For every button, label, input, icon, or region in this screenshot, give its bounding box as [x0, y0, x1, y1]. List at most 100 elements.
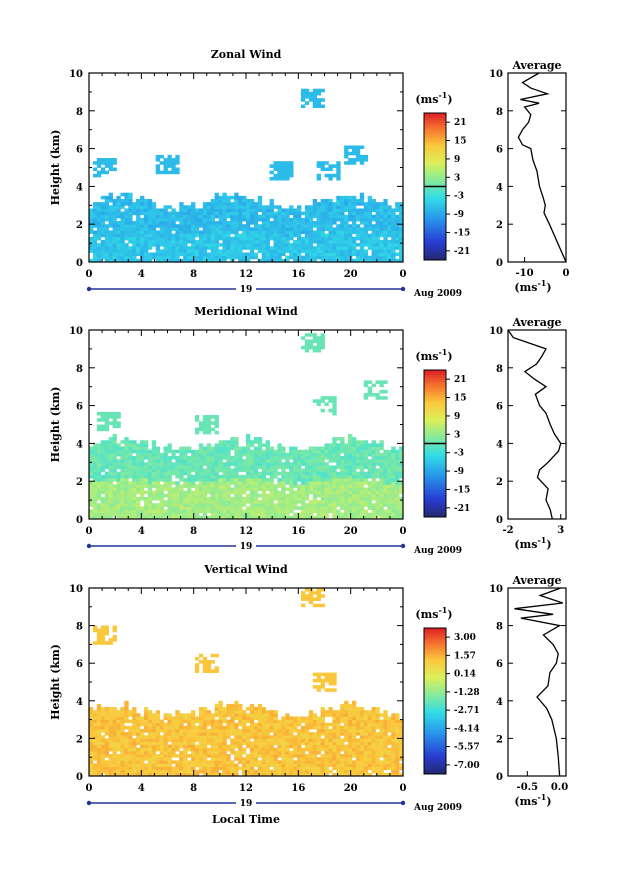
heatmap-cell [100, 763, 106, 767]
heatmap-cell [191, 239, 196, 244]
heatmap-cell [163, 255, 168, 260]
heatmap-cell [194, 459, 200, 463]
heatmap-cell [179, 515, 184, 520]
heatmap-cell [140, 202, 145, 206]
heatmap-cell [194, 468, 200, 473]
heatmap-cell [371, 493, 376, 498]
heatmap-cell [206, 713, 212, 717]
heatmap-cell [222, 192, 227, 197]
heatmap-cell [246, 484, 251, 488]
heatmap-cell [375, 211, 380, 216]
heatmap-cell [104, 496, 110, 501]
heatmap-cell [367, 474, 372, 479]
heatmap-cell [399, 255, 404, 260]
heatmap-cell [363, 500, 369, 504]
heatmap-cell [375, 459, 380, 463]
heatmap-cell [108, 161, 113, 165]
heatmap-cell [104, 456, 110, 460]
heatmap-cell [265, 471, 270, 476]
heatmap-cell [289, 503, 294, 507]
heatmap-cell [261, 471, 267, 476]
heatmap-cell [316, 230, 321, 235]
heatmap-cell [163, 462, 168, 466]
heatmap-cell [104, 625, 110, 630]
heatmap-cell [202, 462, 208, 466]
heatmap-cell [351, 236, 357, 241]
heatmap-cell [308, 95, 314, 99]
heatmap-cell [92, 493, 98, 498]
heatmap-cell [289, 173, 294, 178]
heatmap-cell [273, 769, 278, 774]
heatmap-cell [351, 456, 357, 460]
colorbar-swatch [424, 433, 446, 437]
heatmap-cell [194, 221, 200, 225]
x-tick-label: 8 [190, 269, 197, 280]
heatmap-cell [96, 496, 102, 501]
heatmap-cell [395, 468, 400, 473]
heatmap-cell [277, 456, 282, 460]
heatmap-cell [355, 145, 361, 149]
heatmap-cell [363, 493, 369, 498]
heatmap-cell [230, 462, 235, 466]
heatmap-cell [96, 713, 102, 717]
colorbar-swatch [424, 497, 446, 501]
heatmap-cell [171, 716, 176, 720]
heatmap-cell [167, 509, 172, 514]
heatmap-cell [320, 230, 325, 235]
colorbar-tick-label: 21 [454, 118, 467, 128]
heatmap-cell [124, 446, 129, 451]
heatmap-cell [210, 725, 215, 730]
heatmap-cell [391, 493, 396, 498]
heatmap-cell [167, 487, 172, 492]
heatmap-cell [249, 481, 255, 485]
heatmap-cell [191, 503, 196, 507]
heatmap-cell [140, 478, 145, 482]
colorbar-swatch [424, 245, 446, 249]
heatmap-cell [336, 490, 341, 495]
heatmap-cell [332, 408, 337, 413]
heatmap-cell [261, 735, 267, 739]
heatmap-cell [89, 243, 94, 247]
heatmap-cell [363, 383, 369, 388]
heatmap-cell [324, 515, 329, 520]
heatmap-cell [257, 747, 263, 752]
heatmap-cell [104, 249, 110, 253]
heatmap-cell [371, 496, 376, 501]
heatmap-cell [100, 716, 106, 720]
heatmap-cell [359, 246, 365, 250]
heatmap-cell [198, 500, 204, 504]
heatmap-cell [136, 252, 141, 257]
heatmap-cell [179, 754, 184, 758]
heatmap-cell [379, 452, 384, 457]
heatmap-cell [120, 741, 125, 746]
heatmap-cell [379, 484, 384, 488]
heatmap-cell [206, 478, 212, 482]
heatmap-cell [226, 484, 231, 488]
heatmap-cell [348, 233, 353, 238]
heatmap-cell [371, 393, 376, 397]
heatmap-cell [387, 474, 392, 479]
colorbar-swatch [424, 242, 446, 246]
heatmap-cell [308, 342, 314, 347]
heatmap-cell [183, 754, 188, 758]
heatmap-cell [100, 474, 106, 479]
heatmap-cell [367, 443, 372, 447]
heatmap-cell [202, 506, 208, 510]
heatmap-cell [226, 772, 231, 777]
heatmap-cell [324, 506, 329, 510]
heatmap-cell [104, 763, 110, 767]
heatmap-cell [328, 243, 333, 247]
heatmap-cell [167, 493, 172, 498]
heatmap-cell [151, 713, 157, 717]
heatmap-cell [202, 766, 208, 771]
heatmap-cell [206, 211, 212, 216]
heatmap-cell [175, 236, 180, 241]
heatmap-cell [198, 509, 204, 514]
heatmap-cell [249, 703, 255, 708]
heatmap-cell [379, 496, 384, 501]
heatmap-cell [104, 729, 110, 733]
heatmap-cell [100, 722, 106, 727]
heatmap-cell [198, 224, 204, 228]
heatmap-cell [340, 211, 345, 216]
